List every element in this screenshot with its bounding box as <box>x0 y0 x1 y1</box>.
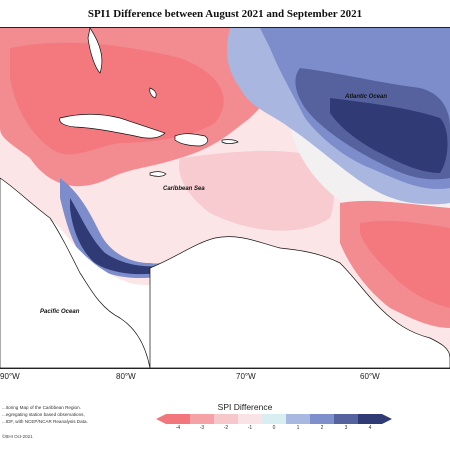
legend-swatch <box>214 414 238 424</box>
legend-swatch <box>238 414 262 424</box>
land-outlines <box>0 28 450 368</box>
label-atlantic-ocean: Atlantic Ocean <box>344 94 387 100</box>
footer-line-3: ...IDF, with NCEP/NCAR Reanalysis Data. <box>2 419 88 424</box>
legend-tick-label: -4 <box>175 425 181 431</box>
legend-swatch <box>286 414 310 424</box>
tick-90w: 90°W <box>0 372 20 381</box>
legend-tick-label: -1 <box>247 425 253 431</box>
legend-swatch <box>166 414 190 424</box>
tick-70w: 70°W <box>236 372 256 381</box>
legend-colorbar <box>156 414 392 424</box>
map-frame: Atlantic Ocean Caribbean Sea Pacific Oce… <box>0 27 450 369</box>
tick-60w: 60°W <box>360 372 380 381</box>
legend-tick-label: 0 <box>272 425 276 431</box>
credit: ©BHI Oct-2021 <box>2 434 33 439</box>
legend-tick-label: -2 <box>223 425 229 431</box>
tick-80w: 80°W <box>116 372 136 381</box>
legend-tick-label: 2 <box>320 425 324 431</box>
legend-arrow-low <box>156 414 166 424</box>
label-caribbean-sea: Caribbean Sea <box>163 186 205 192</box>
legend-tick-label: -3 <box>199 425 205 431</box>
legend-title: SPI Difference <box>217 402 273 412</box>
footer-line-1: ...itoring Map of the Caribbean Region. <box>2 405 81 410</box>
legend-swatch <box>190 414 214 424</box>
legend-tick-label: 1 <box>296 425 300 431</box>
legend-swatch <box>358 414 382 424</box>
legend-arrow-high <box>382 414 392 424</box>
legend-tick-label: 3 <box>344 425 348 431</box>
page-title: SPI1 Difference between August 2021 and … <box>87 8 363 20</box>
label-pacific-ocean: Pacific Ocean <box>40 309 80 315</box>
legend-swatch <box>334 414 358 424</box>
footer-line-2: ...egregating station based observations… <box>2 412 85 417</box>
spi-map: Atlantic Ocean Caribbean Sea Pacific Oce… <box>0 28 450 368</box>
legend-swatch <box>310 414 334 424</box>
legend-tick-label: 4 <box>368 425 372 431</box>
legend-swatch <box>262 414 286 424</box>
